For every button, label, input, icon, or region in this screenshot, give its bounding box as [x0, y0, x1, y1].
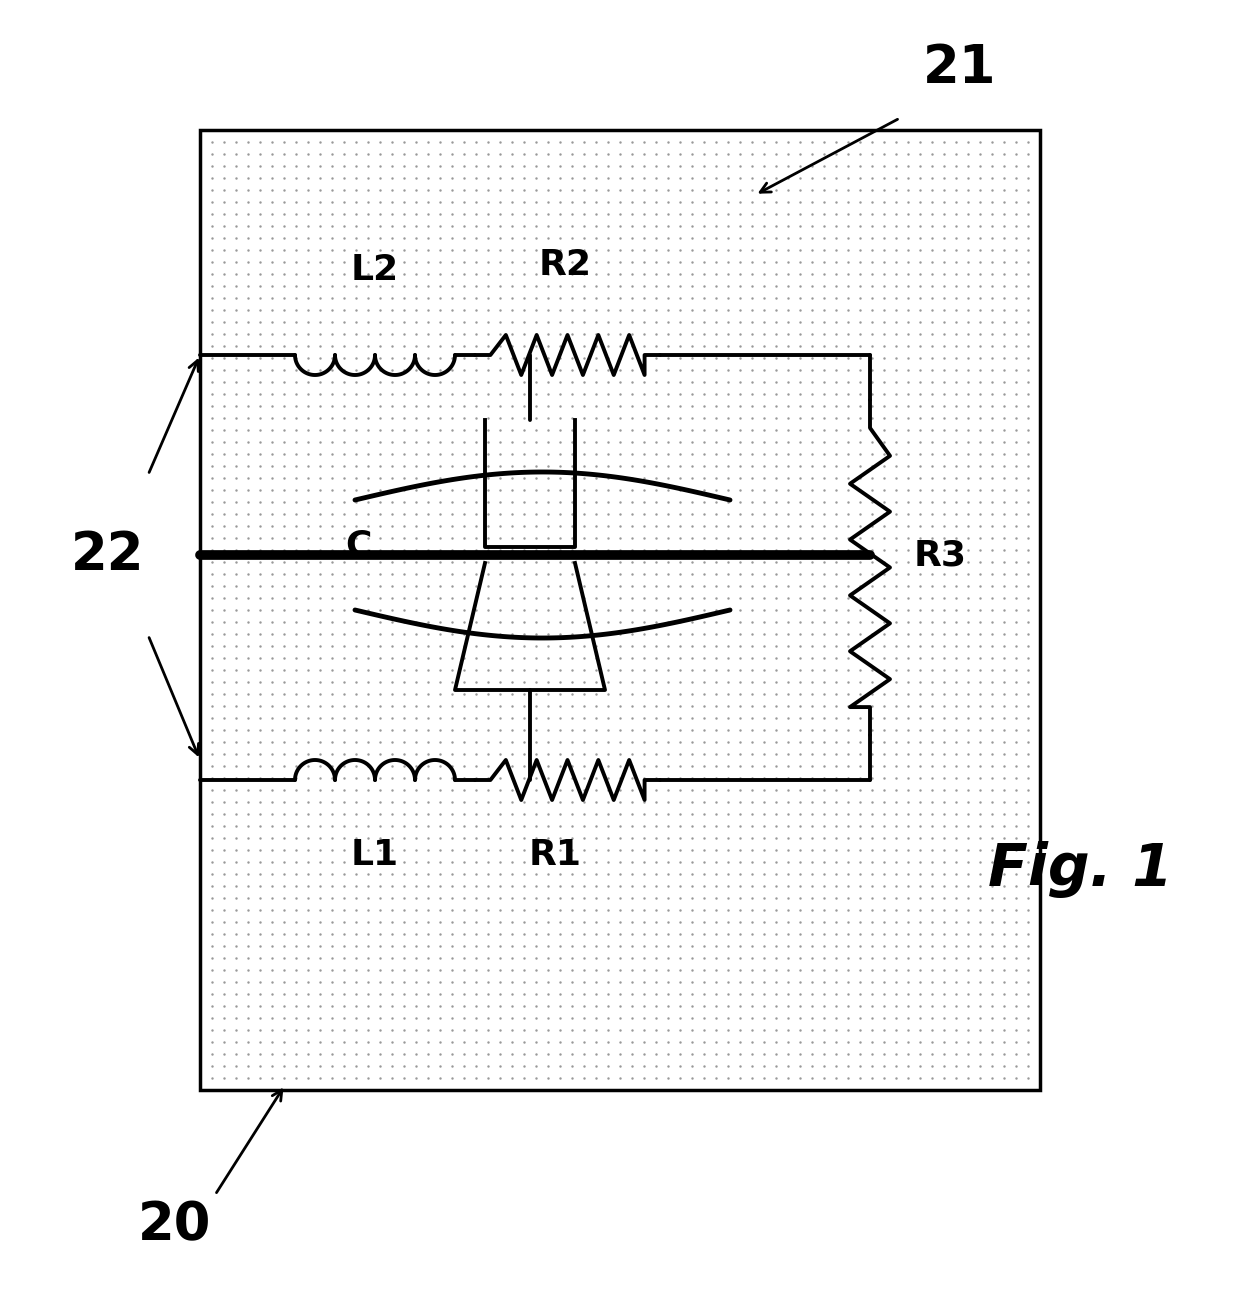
- Text: 20: 20: [139, 1199, 212, 1251]
- Text: 22: 22: [71, 529, 145, 581]
- Text: L2: L2: [351, 253, 399, 287]
- Text: 21: 21: [924, 42, 997, 94]
- Text: L1: L1: [351, 838, 399, 872]
- Bar: [200, 130, 1040, 1090]
- Text: R2: R2: [538, 248, 591, 282]
- Text: R3: R3: [914, 538, 966, 572]
- Text: C: C: [345, 527, 371, 562]
- Text: Fig. 1: Fig. 1: [987, 842, 1172, 899]
- Text: R1: R1: [528, 838, 582, 872]
